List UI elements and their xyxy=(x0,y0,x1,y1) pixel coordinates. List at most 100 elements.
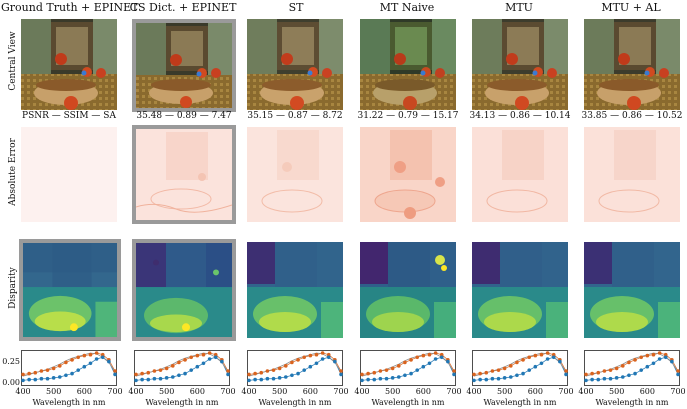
x-tick-label: 400 xyxy=(466,387,482,396)
blue-point xyxy=(502,376,507,380)
metrics-cs-dict: 35.48 — 0.89 — 7.47 xyxy=(136,111,232,121)
x-tick-label: 400 xyxy=(15,387,31,396)
orange-point xyxy=(663,352,668,357)
orange-point xyxy=(502,366,507,371)
orange-point xyxy=(183,358,187,362)
orange-point xyxy=(439,352,444,357)
orange-point xyxy=(384,368,389,372)
blue dots-line xyxy=(473,356,567,381)
orange-point xyxy=(360,372,364,377)
orange-point xyxy=(651,352,656,357)
orange-point xyxy=(602,369,607,373)
orange-point xyxy=(314,352,319,357)
blue-point xyxy=(614,376,619,380)
spectrum-plot-mtu-al xyxy=(584,350,680,386)
blue-point xyxy=(259,377,264,382)
orange-point xyxy=(247,372,251,377)
x-axis-label: Wavelength in nm xyxy=(145,398,219,407)
x-tick-label: 600 xyxy=(189,387,205,396)
row-label-disparity: Disparity xyxy=(8,267,18,309)
blue-point xyxy=(478,377,482,382)
blue-point xyxy=(439,355,444,360)
blue-point xyxy=(183,371,187,376)
orange-point xyxy=(521,358,525,362)
orange-point xyxy=(564,369,568,373)
orange-point xyxy=(339,369,343,373)
orange-point xyxy=(472,372,476,377)
plot-frame xyxy=(472,350,568,386)
x-tick-label: 700 xyxy=(446,387,462,396)
blue-point xyxy=(152,376,157,381)
orange-point xyxy=(259,370,264,375)
blue-point xyxy=(290,373,294,378)
blue-point xyxy=(621,375,625,379)
orange-point xyxy=(645,353,650,358)
blue-point xyxy=(676,372,680,377)
blue-point xyxy=(490,376,495,381)
blue-point xyxy=(226,372,230,377)
orange-point xyxy=(596,370,601,375)
gray-series-line xyxy=(135,352,229,377)
gray-series-line xyxy=(585,352,679,377)
orange-point xyxy=(271,368,276,372)
x-tick-label: 700 xyxy=(333,387,349,396)
blue dots-line xyxy=(585,356,679,381)
blue-point xyxy=(76,368,80,372)
blue dots-line xyxy=(135,356,229,381)
blue-point xyxy=(651,361,656,366)
x-tick-label: 500 xyxy=(46,387,62,396)
blue-point xyxy=(397,375,401,379)
gray-series-line xyxy=(22,352,116,377)
blue-point xyxy=(171,375,175,379)
blue-point xyxy=(627,373,631,378)
orange-point xyxy=(201,352,206,357)
blue-point xyxy=(602,376,607,381)
orange-point xyxy=(140,371,144,376)
blue-point xyxy=(639,368,643,372)
blue-point xyxy=(158,376,163,381)
blue-point xyxy=(378,376,383,381)
x-tick-label: 600 xyxy=(527,387,543,396)
orange-point xyxy=(509,364,513,368)
blue-point xyxy=(33,377,38,382)
y-tick-label: 0.25 xyxy=(2,356,20,366)
blue-point xyxy=(220,359,224,364)
spectrum-plot-cs-dict xyxy=(134,350,230,386)
orange-point xyxy=(45,368,50,372)
y-tick-label: 0.00 xyxy=(2,378,20,387)
orange-point xyxy=(545,351,550,355)
error-map-mtu xyxy=(472,127,568,222)
blue dots-line xyxy=(22,356,116,381)
blue-point xyxy=(390,376,395,380)
x-tick-label: 700 xyxy=(558,387,574,396)
orange-point xyxy=(614,366,619,371)
x-axis-label: Wavelength in nm xyxy=(371,398,445,407)
orange-point xyxy=(308,353,313,358)
blue-point xyxy=(533,364,538,369)
orange-point xyxy=(158,368,163,372)
orange-point xyxy=(21,372,25,377)
blue-point xyxy=(645,364,650,369)
x-tick-label: 700 xyxy=(670,387,686,396)
row-label-central-view: Central View xyxy=(8,31,18,91)
blue-point xyxy=(70,371,74,376)
blue-point xyxy=(527,368,531,372)
x-tick-label: 500 xyxy=(609,387,625,396)
blue-point xyxy=(366,377,370,382)
orange-point xyxy=(213,352,218,357)
orange-point xyxy=(621,364,625,368)
blue-point xyxy=(302,368,306,372)
orange-point xyxy=(320,351,325,355)
orange-point xyxy=(551,352,556,357)
orange-point xyxy=(70,358,74,362)
blue-point xyxy=(94,357,99,361)
orange-point xyxy=(427,352,432,357)
orange-point xyxy=(207,351,212,355)
blue-point xyxy=(339,372,343,377)
blue-point xyxy=(253,377,257,382)
x-axis-label: Wavelength in nm xyxy=(483,398,557,407)
orange-point xyxy=(490,369,495,373)
plot-frame xyxy=(360,350,456,386)
blue-point xyxy=(146,377,151,382)
metrics-gt: PSNR — SSIM — SA xyxy=(22,111,116,121)
